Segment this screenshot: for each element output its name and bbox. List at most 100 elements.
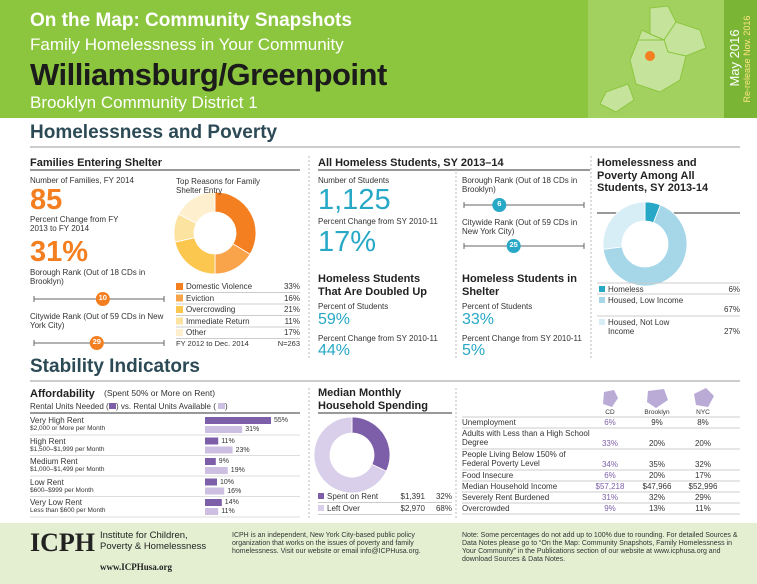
legend-label: Domestic Violence [186, 282, 253, 291]
heading: Median Monthly Household Spending [318, 387, 428, 412]
legend-swatch [176, 317, 183, 325]
bar-label: 11% [221, 437, 235, 445]
donut-slice [178, 191, 216, 224]
column-icons [603, 388, 714, 408]
row-sublabel: $1,000–$1,499 per Month [30, 466, 105, 473]
footer-band [0, 523, 757, 584]
cell: 11% [695, 504, 711, 513]
row-sublabel: Less than $600 per Month [30, 507, 106, 514]
row-label: Very Low Rent [30, 498, 83, 507]
bar-label: 19% [230, 467, 245, 474]
bar-label: 55% [274, 417, 289, 424]
rank-marker [492, 198, 507, 212]
org-url: www.ICPHusa.org [100, 562, 173, 572]
label: Percent of Students [462, 302, 533, 311]
label: Number of Families, FY 2014 [30, 176, 134, 185]
subtitle: Family Homelessness in Your Community [30, 35, 344, 54]
row-label: People Living Below 150% of Federal Pove… [462, 450, 566, 469]
rank-marker [95, 292, 110, 306]
cell: 34% [601, 460, 618, 469]
label: Borough Rank (Out of 18 CDs in Brooklyn) [462, 176, 578, 195]
legend-swatch [176, 306, 183, 313]
section-title: Stability Indicators [30, 356, 200, 377]
heading: Homeless Students That Are Doubled Up [318, 273, 427, 298]
legend-swatch [599, 297, 605, 303]
label: Citywide Rank (Out of 59 CDs in New York… [462, 218, 578, 237]
chart-title: Top Reasons for Family Shelter Entry [176, 177, 261, 196]
legend-label: Housed, Low Income [608, 296, 684, 305]
row-sublabel: $1,500–$1,999 per Month [30, 445, 105, 453]
legend-value: 11% [284, 316, 300, 326]
legend-value: 17% [283, 328, 300, 337]
row-label: Unemployment [462, 418, 516, 427]
period: FY 2012 to Dec. 2014 [176, 339, 249, 348]
column-header: CD [605, 409, 615, 416]
cell: 35% [648, 460, 665, 469]
rank-value: 6 [497, 199, 502, 208]
cell: 32% [648, 493, 665, 502]
bar [205, 417, 271, 424]
number: 33% [462, 311, 495, 328]
bar [205, 499, 222, 506]
bar [205, 437, 219, 445]
big-number: 17% [318, 226, 377, 258]
rank-value: 29 [92, 337, 101, 346]
bar [205, 467, 228, 474]
bar-label: 23% [235, 446, 250, 454]
map-borough [599, 83, 635, 113]
legend-label: Eviction [186, 293, 215, 303]
number: 44% [318, 342, 351, 359]
label: Percent Change from SY 2010-11 [462, 334, 582, 343]
bar-label: 14% [224, 499, 239, 506]
legend-value: 32% [435, 492, 452, 501]
number: 5% [462, 342, 486, 359]
legend-value: 6% [728, 285, 740, 294]
row-sublabel: $2,000 or More per Month [30, 425, 106, 432]
legend-label: Homeless [608, 285, 644, 294]
cell: 6% [604, 471, 616, 480]
donut-slice [602, 201, 646, 250]
bar-label: 10% [220, 478, 235, 486]
legend-label: Left Over [327, 504, 360, 513]
row-label: High Rent [30, 436, 66, 446]
legend-swatch [599, 286, 605, 292]
label: Number of Students [318, 176, 390, 185]
about-text: ICPH is an independent, New York City-ba… [232, 532, 421, 556]
sample-size: N=263 [277, 339, 300, 348]
map-marker [645, 51, 655, 61]
logo: ICPH [30, 528, 95, 557]
cell: $47,966 [642, 482, 672, 491]
donut-slice [174, 237, 216, 275]
cell: $57,218 [595, 482, 625, 491]
donut-slice [351, 416, 391, 472]
legend-label: Housed, Not Low Income [608, 318, 670, 337]
icon [603, 390, 618, 407]
number: 59% [318, 311, 351, 328]
legend-amount: $2,970 [400, 504, 425, 513]
label: Percent Change from SY 2010-11 [318, 334, 438, 343]
heading-note: (Spent 50% or More on Rent) [104, 388, 216, 398]
legend-swatch [109, 403, 116, 409]
icon [694, 388, 714, 407]
row-label: Food Insecure [462, 471, 514, 480]
legend-swatch [318, 505, 324, 511]
big-number: 1,125 [318, 184, 391, 216]
row-label: Median Household Income [462, 482, 558, 491]
legend-swatch [218, 403, 225, 409]
cell: $52,996 [688, 482, 718, 491]
rank-value: 25 [509, 240, 518, 249]
legend-text: Rental Units Needed ( [30, 402, 109, 411]
big-number: 85 [30, 184, 63, 216]
row-label: Adults with Less than a High School Degr… [462, 429, 590, 448]
column-header: NYC [696, 409, 710, 416]
icon [647, 389, 668, 408]
legend-value: 67% [723, 305, 740, 314]
cell: 9% [604, 504, 616, 513]
legend-amount: $1,391 [400, 492, 425, 501]
heading: Homeless Students in Shelter [462, 273, 577, 298]
row-label: Very High Rent [30, 416, 84, 425]
bar [205, 446, 233, 454]
donut-slice [602, 204, 688, 287]
